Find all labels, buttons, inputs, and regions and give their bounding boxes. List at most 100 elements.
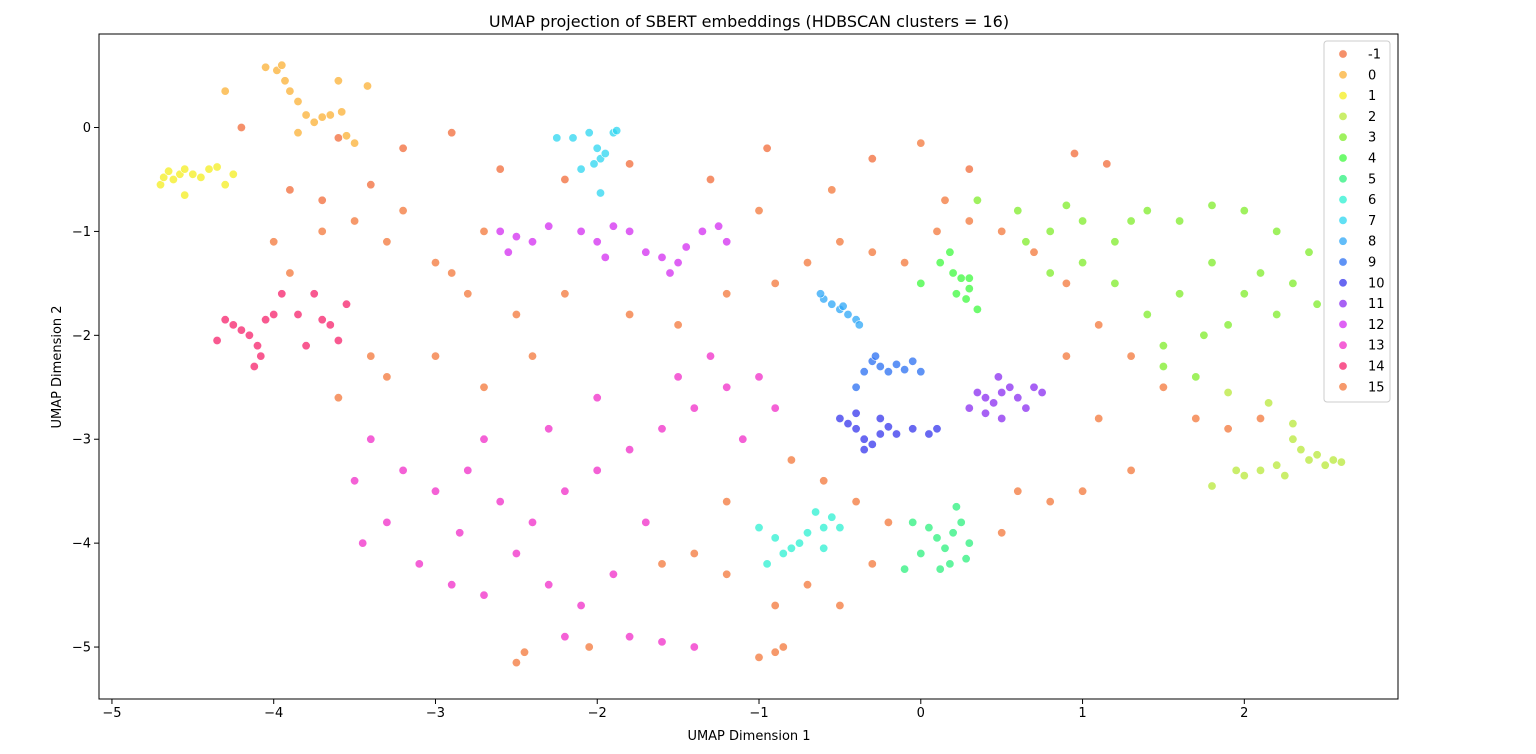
data-point bbox=[552, 133, 562, 143]
data-point bbox=[993, 372, 1003, 382]
data-point bbox=[770, 600, 780, 610]
data-point bbox=[843, 309, 853, 319]
data-point bbox=[261, 315, 271, 325]
data-point bbox=[1110, 237, 1120, 247]
data-point bbox=[560, 289, 570, 299]
data-point bbox=[584, 642, 594, 652]
data-point bbox=[560, 632, 570, 642]
data-point bbox=[1158, 361, 1168, 371]
data-point bbox=[770, 647, 780, 657]
legend-marker bbox=[1338, 299, 1348, 309]
data-point bbox=[188, 169, 198, 179]
data-point bbox=[935, 258, 945, 268]
data-point bbox=[584, 128, 594, 138]
data-point bbox=[1288, 434, 1298, 444]
data-point bbox=[722, 289, 732, 299]
data-point bbox=[705, 175, 715, 185]
data-point bbox=[961, 294, 971, 304]
data-point bbox=[244, 330, 254, 340]
data-point bbox=[1320, 460, 1330, 470]
data-point bbox=[592, 465, 602, 475]
data-point bbox=[1312, 299, 1322, 309]
data-point bbox=[1158, 341, 1168, 351]
data-point bbox=[592, 393, 602, 403]
data-point bbox=[511, 548, 521, 558]
series-7 bbox=[552, 126, 622, 198]
data-point bbox=[972, 387, 982, 397]
data-point bbox=[293, 128, 303, 138]
data-point bbox=[956, 273, 966, 283]
legend-label: -1 bbox=[1368, 48, 1381, 63]
data-point bbox=[595, 188, 605, 198]
data-point bbox=[932, 226, 942, 236]
data-point bbox=[1013, 393, 1023, 403]
data-point bbox=[689, 548, 699, 558]
data-point bbox=[980, 393, 990, 403]
data-point bbox=[1296, 445, 1306, 455]
data-point bbox=[168, 175, 178, 185]
data-point bbox=[366, 434, 376, 444]
data-point bbox=[1223, 320, 1233, 330]
legend-item: 11 bbox=[1338, 297, 1385, 312]
data-point bbox=[1045, 497, 1055, 507]
data-point bbox=[964, 273, 974, 283]
data-point bbox=[1061, 200, 1071, 210]
data-point bbox=[956, 517, 966, 527]
data-point bbox=[867, 247, 877, 257]
legend-marker bbox=[1338, 215, 1348, 225]
data-point bbox=[519, 647, 529, 657]
data-point bbox=[325, 110, 335, 120]
legend-item: -1 bbox=[1338, 48, 1381, 63]
data-point bbox=[309, 117, 319, 127]
data-point bbox=[722, 237, 732, 247]
series-0 bbox=[220, 60, 372, 148]
legend-item: 5 bbox=[1338, 172, 1376, 187]
data-point bbox=[867, 559, 877, 569]
data-point bbox=[341, 131, 351, 141]
data-point bbox=[1288, 419, 1298, 429]
data-point bbox=[293, 309, 303, 319]
data-point bbox=[835, 600, 845, 610]
legend-label: 11 bbox=[1368, 297, 1385, 312]
data-point bbox=[1061, 351, 1071, 361]
data-point bbox=[455, 528, 465, 538]
data-point bbox=[1126, 351, 1136, 361]
data-point bbox=[843, 419, 853, 429]
data-point bbox=[1142, 309, 1152, 319]
data-point bbox=[908, 424, 918, 434]
legend-item: 4 bbox=[1338, 152, 1376, 167]
legend-label: 3 bbox=[1368, 131, 1376, 146]
data-point bbox=[1021, 237, 1031, 247]
data-point bbox=[196, 172, 206, 182]
data-point bbox=[1094, 320, 1104, 330]
data-point bbox=[511, 232, 521, 242]
data-point bbox=[463, 289, 473, 299]
data-point bbox=[948, 528, 958, 538]
data-point bbox=[608, 569, 618, 579]
legend-marker bbox=[1338, 257, 1348, 267]
data-point bbox=[875, 361, 885, 371]
legend-item: 12 bbox=[1338, 318, 1385, 333]
legend-marker bbox=[1338, 195, 1348, 205]
data-point bbox=[1264, 398, 1274, 408]
data-point bbox=[1304, 455, 1314, 465]
data-point bbox=[900, 564, 910, 574]
data-point bbox=[900, 258, 910, 268]
data-point bbox=[366, 180, 376, 190]
data-point bbox=[249, 361, 259, 371]
legend-item: 13 bbox=[1338, 339, 1385, 354]
data-point bbox=[1094, 413, 1104, 423]
legend-label: 7 bbox=[1368, 214, 1376, 229]
data-point bbox=[875, 429, 885, 439]
data-point bbox=[851, 408, 861, 418]
data-point bbox=[277, 60, 287, 70]
data-point bbox=[851, 382, 861, 392]
x-tick-label: −1 bbox=[749, 706, 768, 721]
data-point bbox=[1029, 247, 1039, 257]
data-point bbox=[945, 559, 955, 569]
x-axis-label: UMAP Dimension 1 bbox=[687, 729, 810, 744]
data-point bbox=[770, 278, 780, 288]
legend-item: 0 bbox=[1338, 68, 1376, 83]
data-point bbox=[463, 465, 473, 475]
data-point bbox=[527, 237, 537, 247]
